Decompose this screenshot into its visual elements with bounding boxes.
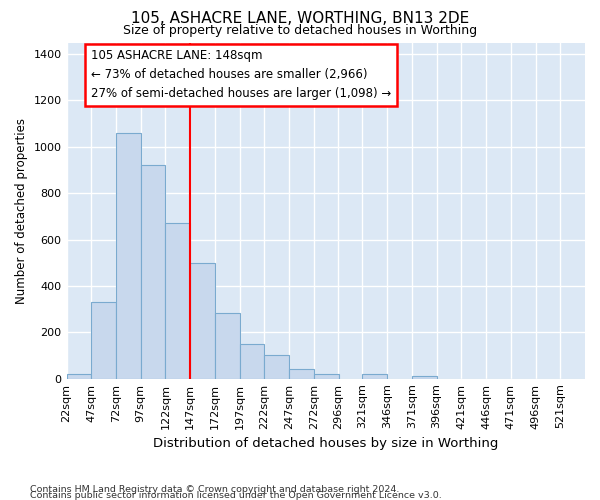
- Bar: [412, 376, 437, 378]
- Bar: [239, 344, 265, 378]
- Bar: [314, 374, 338, 378]
- X-axis label: Distribution of detached houses by size in Worthing: Distribution of detached houses by size …: [153, 437, 499, 450]
- Bar: [362, 374, 387, 378]
- Text: 105 ASHACRE LANE: 148sqm
← 73% of detached houses are smaller (2,966)
27% of sem: 105 ASHACRE LANE: 148sqm ← 73% of detach…: [91, 50, 392, 100]
- Bar: [289, 370, 314, 378]
- Bar: [141, 166, 166, 378]
- Text: Size of property relative to detached houses in Worthing: Size of property relative to detached ho…: [123, 24, 477, 37]
- Bar: [116, 133, 141, 378]
- Bar: [215, 312, 239, 378]
- Text: Contains public sector information licensed under the Open Government Licence v3: Contains public sector information licen…: [30, 490, 442, 500]
- Bar: [190, 263, 215, 378]
- Bar: [166, 224, 190, 378]
- Y-axis label: Number of detached properties: Number of detached properties: [15, 118, 28, 304]
- Text: Contains HM Land Registry data © Crown copyright and database right 2024.: Contains HM Land Registry data © Crown c…: [30, 485, 400, 494]
- Bar: [91, 302, 116, 378]
- Text: 105, ASHACRE LANE, WORTHING, BN13 2DE: 105, ASHACRE LANE, WORTHING, BN13 2DE: [131, 11, 469, 26]
- Bar: [67, 374, 91, 378]
- Bar: [265, 356, 289, 378]
